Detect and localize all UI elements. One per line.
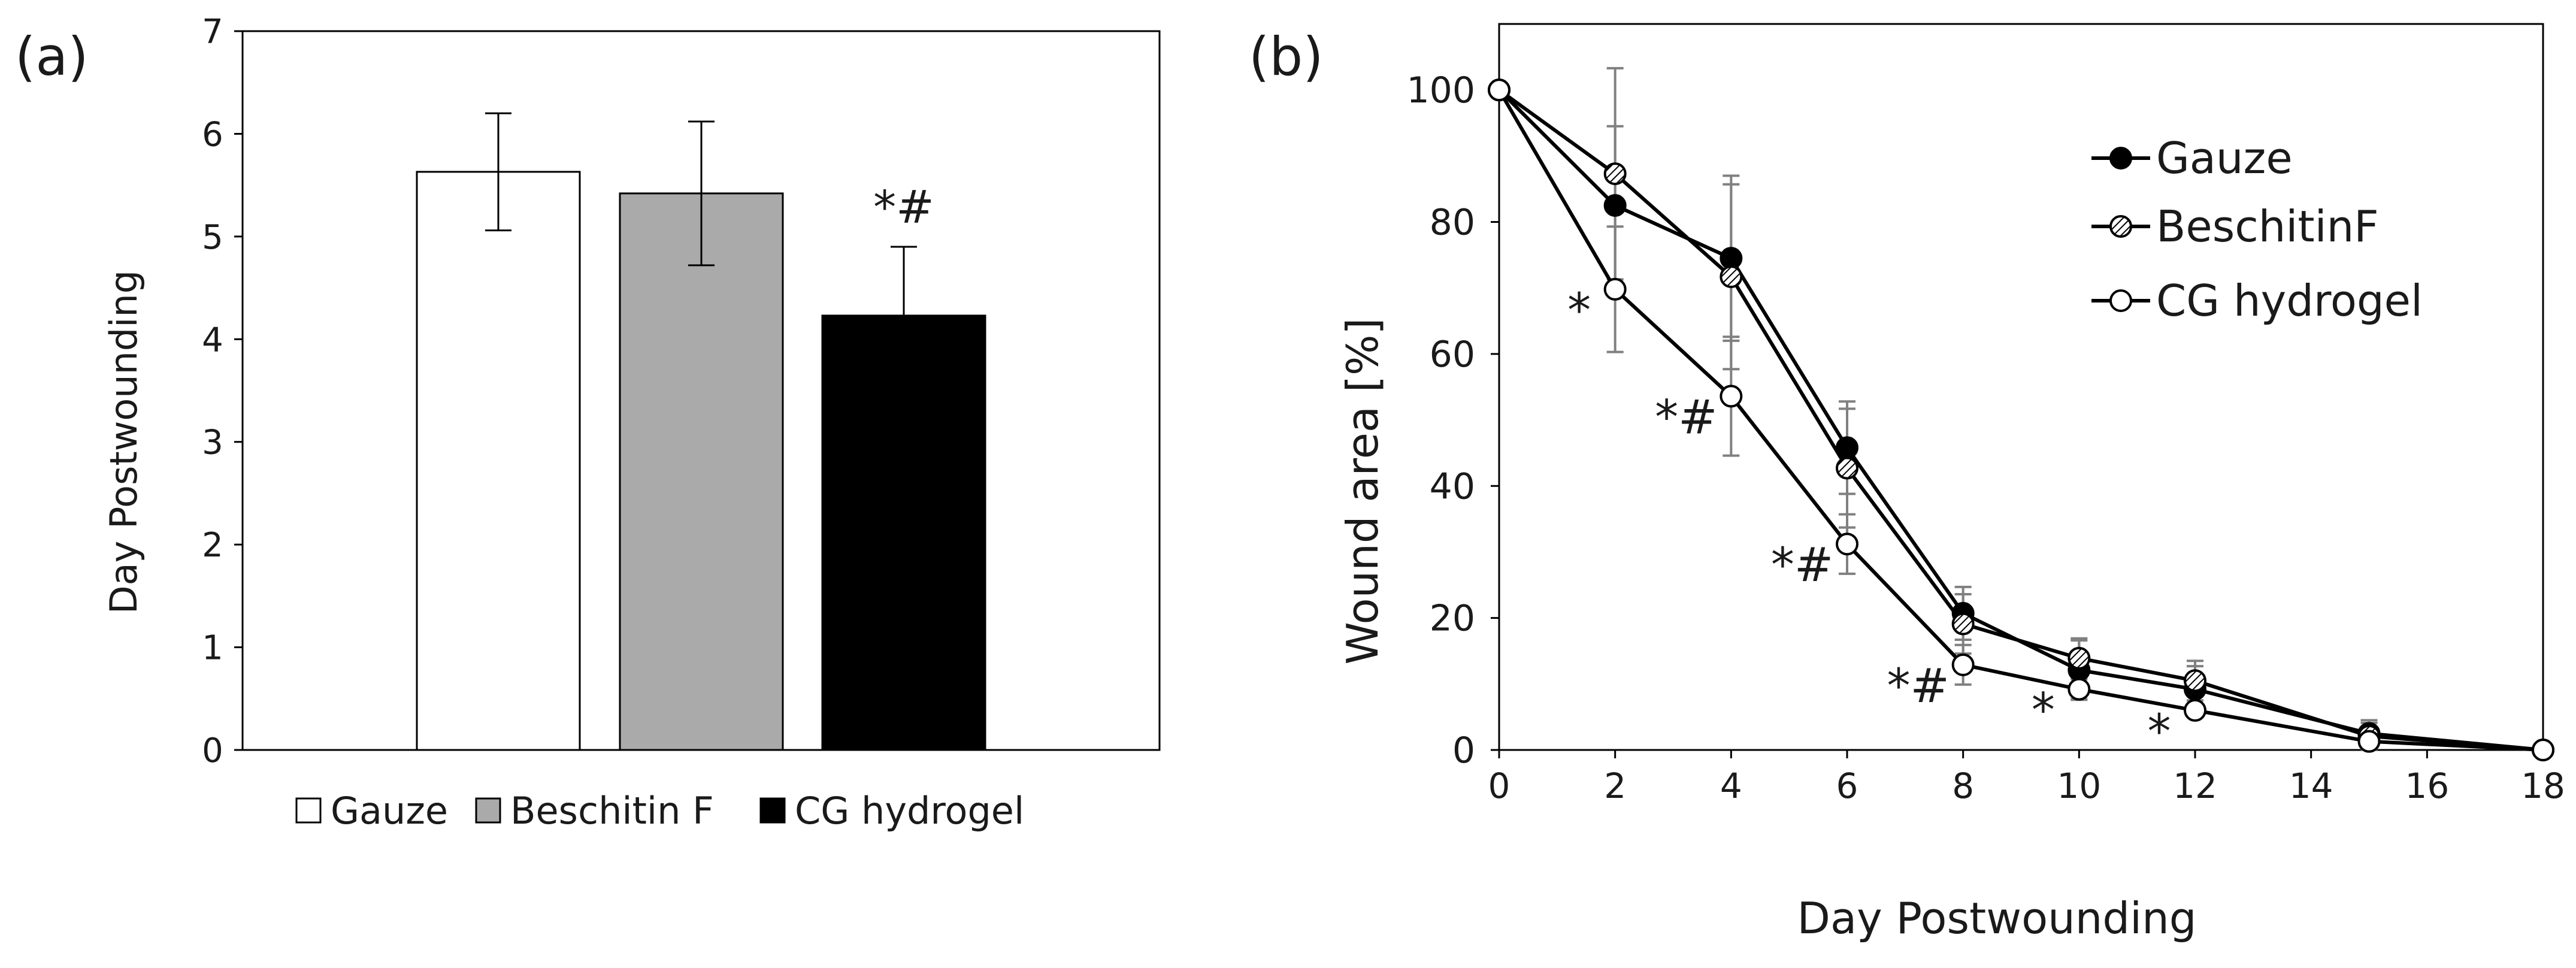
data-point-beschitinf — [1951, 612, 1975, 636]
data-point-cg-hydrogel — [1836, 533, 1858, 556]
y-tick-label: 1 — [202, 629, 223, 668]
bar-cg-hydrogel — [821, 314, 986, 751]
significance-marker: * — [1567, 284, 1591, 338]
x-tick-label: 2 — [1604, 766, 1626, 806]
data-point-cg-hydrogel — [2357, 730, 2381, 753]
legend-label: BeschitinF — [2156, 201, 2379, 252]
legend-marker — [2109, 215, 2132, 238]
y-tick-label: 60 — [1430, 334, 1475, 376]
significance-marker: *# — [1887, 660, 1949, 713]
panel-label-b: (b) — [1249, 26, 1324, 87]
legend-label: CG hydrogel — [2156, 276, 2423, 326]
legend-swatch — [295, 797, 322, 824]
legend-label: Beschitin F — [510, 789, 714, 833]
y-tick-label: 3 — [202, 424, 223, 462]
data-point-cg-hydrogel — [1951, 653, 1975, 676]
legend-marker — [2109, 147, 2132, 170]
data-point-beschitinf — [2184, 669, 2206, 692]
y-tick-label: 2 — [202, 526, 223, 565]
x-tick-label: 12 — [2173, 766, 2217, 806]
x-tick-label: 16 — [2405, 766, 2449, 806]
x-tick-label: 10 — [2057, 766, 2101, 806]
legend-label: Gauze — [2156, 133, 2293, 183]
data-point-cg-hydrogel — [2068, 677, 2091, 701]
data-point-beschitinf — [1603, 162, 1627, 186]
data-point-beschitinf — [1836, 456, 1858, 480]
significance-marker: *# — [1655, 391, 1717, 444]
y-tick-label: 20 — [1430, 598, 1475, 640]
y-tick-label: 4 — [202, 320, 223, 359]
bar-beschitin-f — [619, 192, 784, 751]
data-point-cg-hydrogel — [1720, 385, 1743, 408]
x-tick-label: 14 — [2289, 766, 2333, 806]
data-point-cg-hydrogel — [1488, 78, 1511, 102]
legend-swatch — [475, 797, 501, 824]
x-tick-label: 4 — [1720, 766, 1742, 806]
data-point-cg-hydrogel — [2532, 739, 2554, 761]
legend-marker — [2109, 289, 2132, 312]
data-point-beschitinf — [2068, 646, 2091, 670]
x-tick-label: 6 — [1836, 766, 1858, 806]
y-axis-label: Day Postwounding — [102, 270, 146, 614]
bar-chart-panel: (a) Day Postwounding 0 1 2 3 4 5 6 7 *# Gauze Be… — [15, 13, 1161, 833]
y-tick-label: 7 — [202, 13, 223, 52]
line-chart-panel: (b) Wound area [%] Day Postwounding 0204… — [1249, 23, 2565, 943]
significance-marker: * — [2148, 705, 2171, 759]
y-tick-label: 0 — [202, 731, 223, 770]
y-tick-label: 100 — [1406, 69, 1475, 111]
data-point-gauze — [1836, 436, 1858, 459]
significance-marker: * — [2032, 684, 2055, 738]
significance-marker: *# — [1771, 539, 1833, 592]
legend-label: Gauze — [331, 789, 448, 833]
legend-label: CG hydrogel — [795, 789, 1024, 833]
y-axis-label: Wound area [%] — [1337, 318, 1388, 665]
data-point-cg-hydrogel — [1603, 277, 1627, 301]
data-point-gauze — [1603, 194, 1627, 217]
bar-gauze — [416, 171, 581, 751]
y-tick-label: 6 — [202, 115, 223, 154]
y-tick-label: 0 — [1452, 730, 1475, 772]
y-tick-label: 5 — [202, 218, 223, 257]
data-point-cg-hydrogel — [2184, 698, 2206, 722]
panel-label-a: (a) — [15, 26, 89, 87]
data-point-beschitinf — [1720, 265, 1743, 288]
x-tick-label: 8 — [1952, 766, 1974, 806]
plot-frame — [241, 30, 1161, 751]
x-tick-label: 0 — [1488, 766, 1511, 806]
x-axis-label: Day Postwounding — [1797, 893, 2197, 943]
legend-swatch — [759, 797, 786, 824]
significance-marker: *# — [873, 180, 934, 234]
y-tick-label: 80 — [1430, 202, 1475, 244]
y-tick-label: 40 — [1430, 465, 1475, 507]
x-tick-label: 18 — [2521, 766, 2565, 806]
plot-frame — [1498, 23, 2544, 751]
